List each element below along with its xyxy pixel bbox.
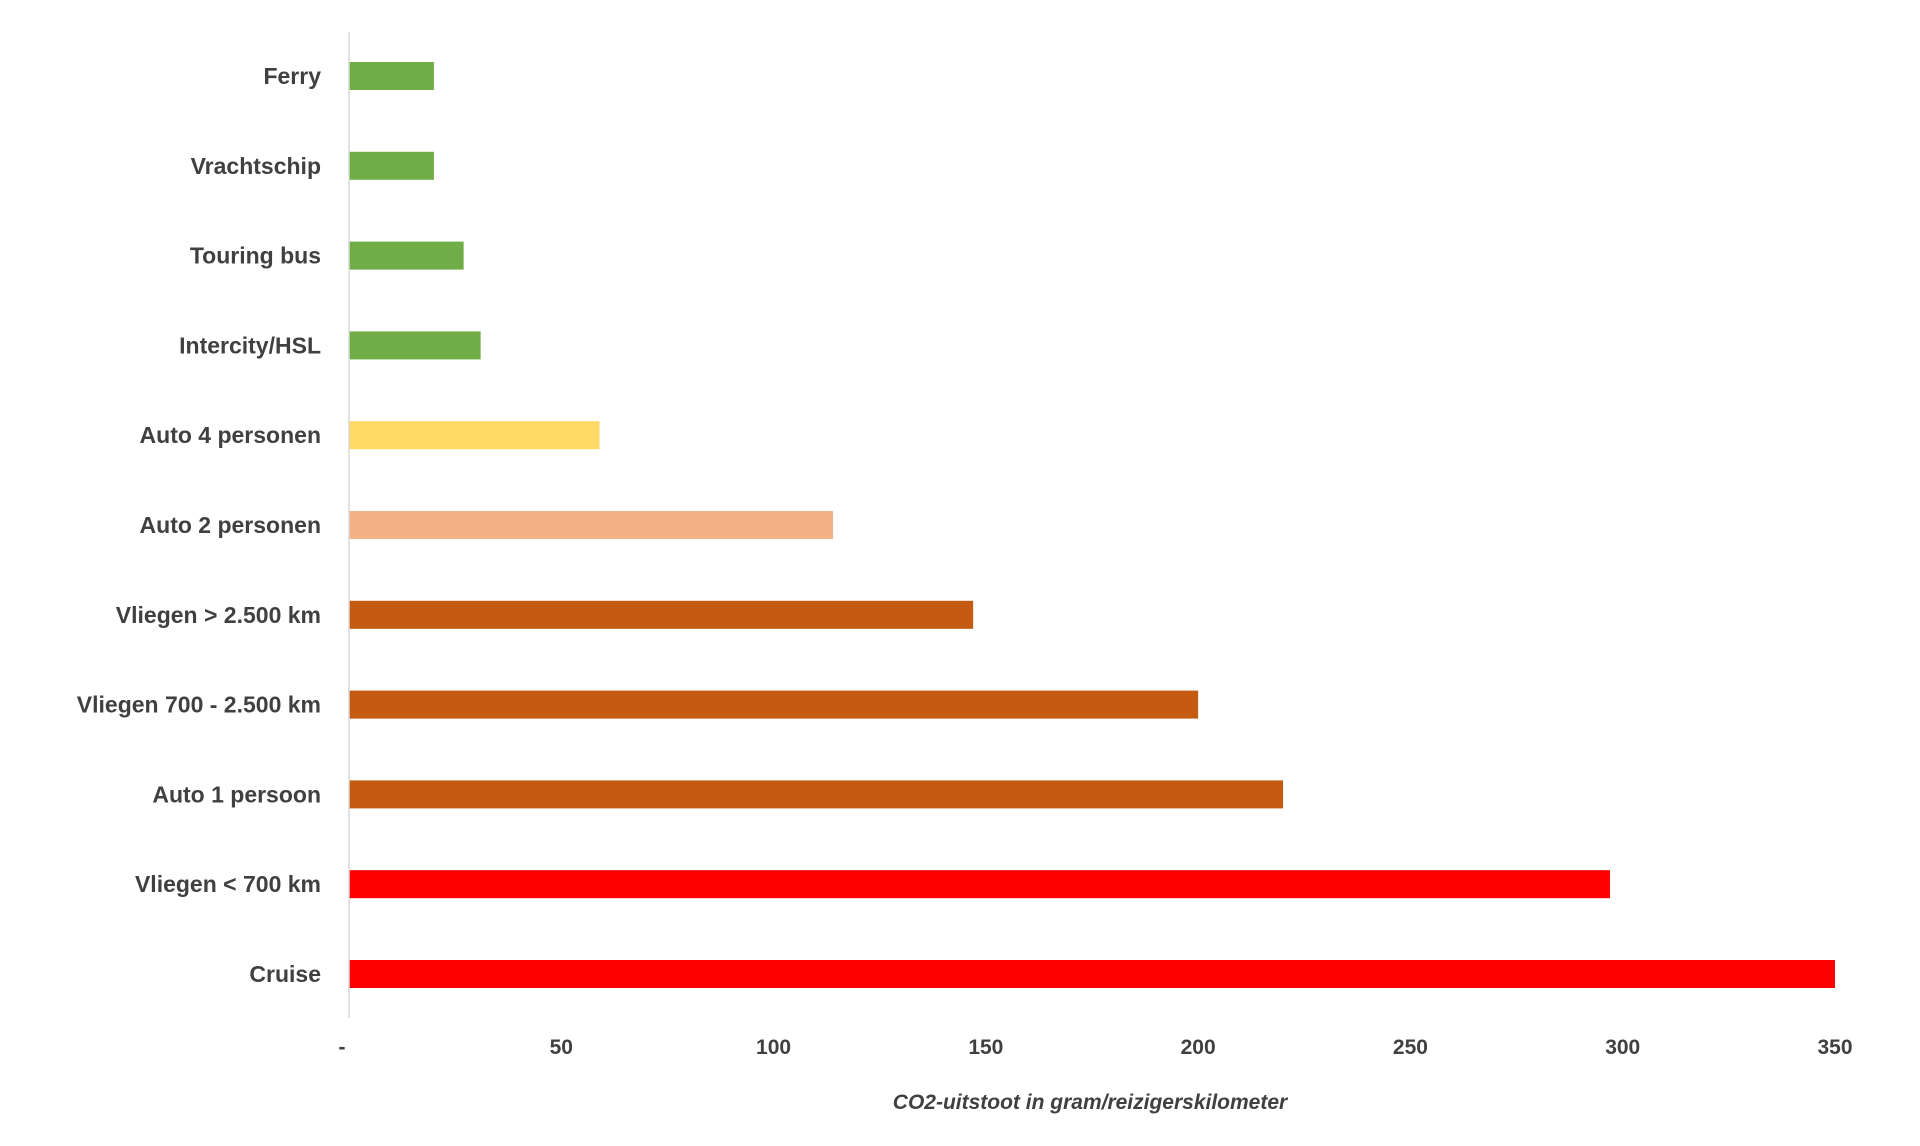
x-tick-label-5: 250 <box>1393 1036 1428 1059</box>
category-label-0: Ferry <box>263 63 321 89</box>
category-label-1: Vrachtschip <box>191 153 321 179</box>
bar-7 <box>349 690 1199 719</box>
category-label-10: Cruise <box>249 961 321 987</box>
x-tick-label-7: 350 <box>1817 1036 1852 1059</box>
bar-5 <box>349 511 834 539</box>
x-tick-label-4: 200 <box>1181 1036 1216 1059</box>
bar-2 <box>349 241 464 270</box>
bar-0 <box>349 62 434 90</box>
bar-10 <box>349 960 1835 988</box>
category-label-7: Vliegen 700 - 2.500 km <box>77 692 321 718</box>
category-label-2: Touring bus <box>190 243 321 269</box>
category-labels: Ferry Vrachtschip Touring bus Intercity/HSL… <box>77 63 321 987</box>
category-label-5: Auto 2 personen <box>140 512 321 538</box>
category-label-4: Auto 4 personen <box>140 422 321 448</box>
x-tick-label-6: 300 <box>1605 1036 1640 1059</box>
category-label-9: Vliegen < 700 km <box>135 871 321 897</box>
category-label-6: Vliegen > 2.500 km <box>116 602 321 628</box>
bar-1 <box>349 151 434 180</box>
bar-9 <box>349 870 1610 899</box>
bar-6 <box>349 600 974 629</box>
category-label-8: Auto 1 persoon <box>152 781 321 807</box>
x-axis-title: CO2-uitstoot in gram/reizigerskilometer <box>893 1091 1289 1114</box>
bars-layer <box>349 62 1835 988</box>
x-tick-label-0: - <box>339 1036 346 1059</box>
x-tick-label-1: 50 <box>550 1036 573 1059</box>
x-tick-labels: - 50 100 150 200 250 300 350 <box>339 1036 1853 1059</box>
x-tick-label-2: 100 <box>756 1036 791 1059</box>
bar-4 <box>349 421 600 450</box>
category-label-3: Intercity/HSL <box>179 332 321 358</box>
x-tick-label-3: 150 <box>968 1036 1003 1059</box>
bar-8 <box>349 780 1284 809</box>
bar-3 <box>349 331 481 360</box>
